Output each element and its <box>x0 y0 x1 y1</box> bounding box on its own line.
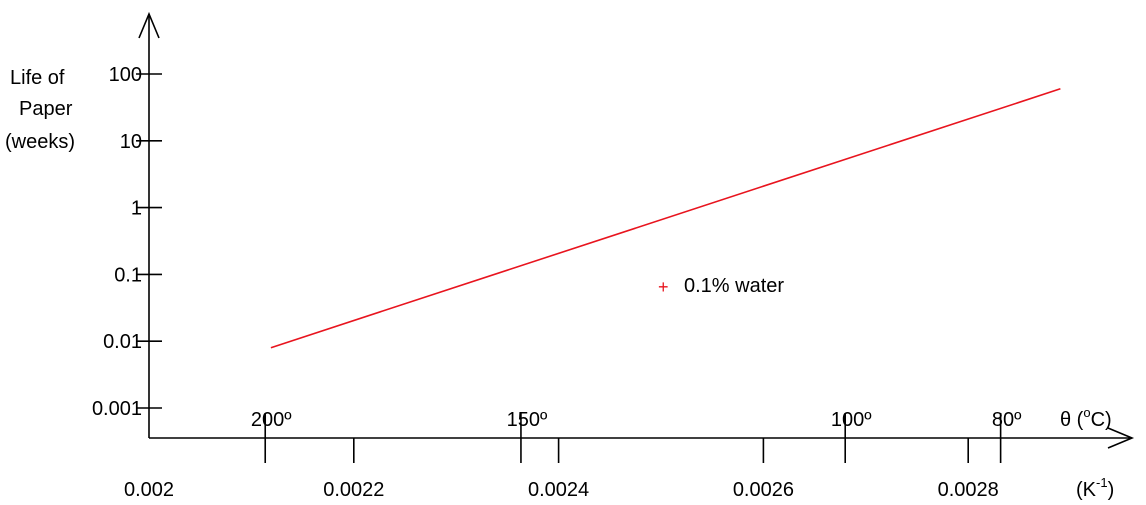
temperature-axis-text: θ ( <box>1060 409 1084 431</box>
x-axis-unit-label: (K-1) <box>1076 475 1114 501</box>
y-tick-label: 0.001 <box>92 398 142 420</box>
temperature-axis-label: θ (oC) <box>1060 405 1112 431</box>
y-axis-label-line2: Paper <box>19 98 73 120</box>
series-line <box>270 88 1061 349</box>
x-tick-label: 0.0028 <box>938 479 999 501</box>
y-tick-label: 0.1 <box>114 264 142 286</box>
y-axis-arrow <box>138 11 160 39</box>
temp-ticks: 200º 150º 100º 80º <box>251 409 1022 463</box>
x-tick-label: 0.0026 <box>733 479 794 501</box>
x-axis-unit-after: ) <box>1108 479 1115 501</box>
temperature-axis-sup: o <box>1083 405 1090 420</box>
y-tick-label: 10 <box>120 131 142 153</box>
temperature-axis-after: C) <box>1091 409 1112 431</box>
axes <box>138 11 1135 449</box>
legend: + 0.1% water <box>658 275 784 297</box>
x-ticks: 0.002 0.0022 0.0024 0.0026 0.0028 <box>124 438 999 501</box>
temperature-tick-label: 80º <box>992 409 1022 431</box>
temperature-tick-label: 150º <box>507 409 548 431</box>
x-axis-unit-sup: -1 <box>1096 475 1108 490</box>
y-ticks: 0.001 0.01 0.1 1 10 100 <box>92 64 162 420</box>
y-tick-label: 0.01 <box>103 331 142 353</box>
y-axis-label-line1: Life of <box>10 67 65 89</box>
y-axis-label-line3: (weeks) <box>5 131 75 153</box>
series <box>270 88 1061 349</box>
temperature-tick-label: 100º <box>831 409 872 431</box>
y-tick-label: 100 <box>109 64 142 86</box>
y-tick-label: 1 <box>131 198 142 220</box>
legend-marker: + <box>658 277 669 297</box>
x-axis-unit-text: (K <box>1076 479 1097 501</box>
x-axis-arrow <box>1107 427 1135 449</box>
x-tick-label: 0.002 <box>124 479 174 501</box>
x-tick-label: 0.0022 <box>323 479 384 501</box>
x-tick-label: 0.0024 <box>528 479 589 501</box>
legend-label: 0.1% water <box>684 275 784 297</box>
temperature-tick-label: 200º <box>251 409 292 431</box>
